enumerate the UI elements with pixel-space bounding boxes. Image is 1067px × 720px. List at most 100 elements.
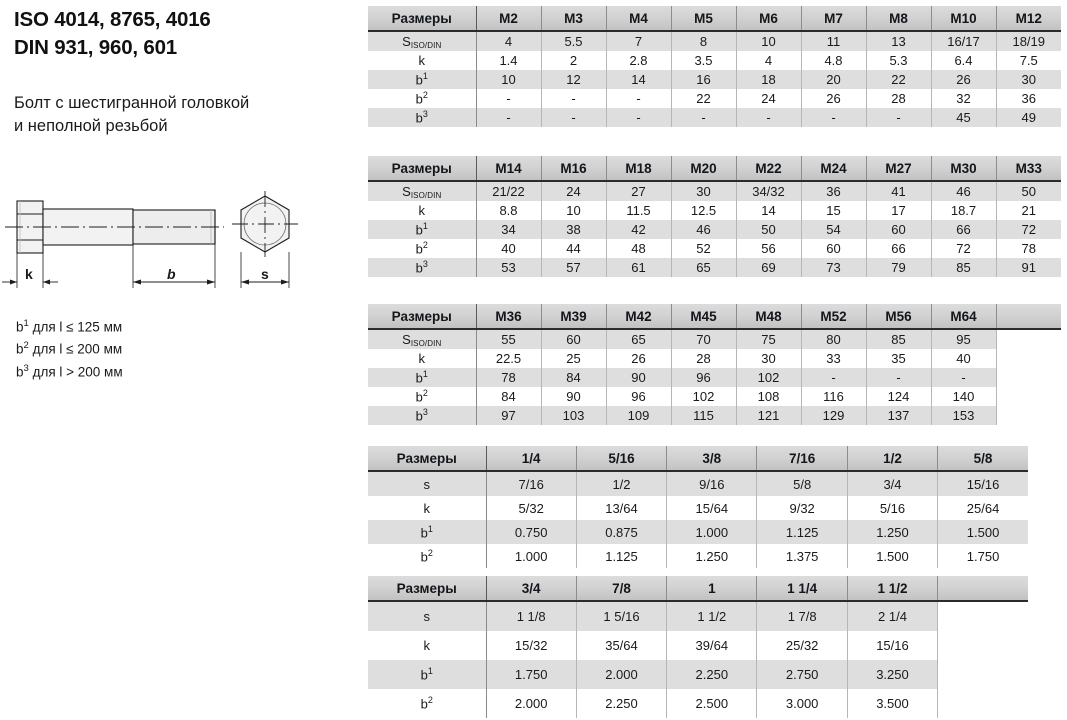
header-cell-size-M10: M10 xyxy=(931,6,997,32)
table-cell-value: 5.3 xyxy=(866,51,932,70)
table-cell-value: 5.5 xyxy=(541,31,607,51)
table-cell-value: 46 xyxy=(931,181,997,201)
table-cell-empty xyxy=(937,631,1028,660)
header-cell-size-1/4: 1/4 xyxy=(486,446,577,472)
header-cell-size-3/4: 3/4 xyxy=(486,576,577,602)
row-label-cell: b2 xyxy=(368,387,477,406)
table-cell-value: 30 xyxy=(996,70,1061,89)
table-cell-value: 15/32 xyxy=(486,631,577,660)
table-cell-value: 1 7/8 xyxy=(756,601,848,631)
table-row: SISO/DIN 21/22 24 27 30 34/32 36 41 46 50 xyxy=(368,181,1061,201)
dimension-label-b: b xyxy=(167,266,176,282)
table-cell-value: 2.250 xyxy=(666,660,758,689)
table-cell-value: 34/32 xyxy=(736,181,802,201)
table-cell-value: 2.500 xyxy=(666,689,758,718)
table-row: b3 53 57 61 65 69 73 79 85 91 xyxy=(368,258,1061,277)
header-cell-size-M8: M8 xyxy=(866,6,932,32)
table-cell-value: 42 xyxy=(606,220,672,239)
table-cell-value: 11.5 xyxy=(606,201,672,220)
table-cell-value: 22 xyxy=(671,89,737,108)
table-cell-value: 52 xyxy=(671,239,737,258)
table-cell-value: - xyxy=(866,368,932,387)
table-cell-value: 1.250 xyxy=(666,544,758,568)
table-cell-value: 4.8 xyxy=(801,51,867,70)
row-label-superscript: 1 xyxy=(427,523,433,534)
table-cell-value: 13/64 xyxy=(576,496,668,520)
table-cell-value: 129 xyxy=(801,406,867,425)
table-header-row: Размеры M2 M3 M4 M5 M6 M7 M8 M10 M12 xyxy=(368,6,1061,32)
row-label-symbol: b xyxy=(415,110,423,126)
table-row: k 22.5 25 26 28 30 33 35 40 xyxy=(368,349,1061,368)
table-cell-value: - xyxy=(866,108,932,127)
table-cell-value: 44 xyxy=(541,239,607,258)
row-label-cell: s xyxy=(368,471,487,496)
table-cell-value: 57 xyxy=(541,258,607,277)
table-cell-value: 3.250 xyxy=(847,660,939,689)
table-cell-value: 2 1/4 xyxy=(847,601,939,631)
table-cell-value: 14 xyxy=(606,70,672,89)
row-label-symbol: b xyxy=(415,370,423,386)
row-label-cell: b2 xyxy=(368,89,477,108)
table-cell-value: 8 xyxy=(671,31,737,51)
table-cell-value: 116 xyxy=(801,387,867,406)
description-line-2: и неполной резьбой xyxy=(14,117,168,136)
table-cell-value: 96 xyxy=(671,368,737,387)
table-cell-empty xyxy=(996,368,1061,387)
header-cell-size-1 1/4: 1 1/4 xyxy=(756,576,848,602)
row-label-subscript: ISO/DIN xyxy=(410,41,442,50)
table-cell-value: 1.4 xyxy=(476,51,542,70)
row-label-symbol: b xyxy=(415,408,423,424)
table-cell-value: 25 xyxy=(541,349,607,368)
row-label-symbol: b xyxy=(420,696,428,712)
row-label-symbol: S xyxy=(402,34,411,49)
table-cell-value: 1.000 xyxy=(486,544,577,568)
header-cell-size-M22: M22 xyxy=(736,156,802,182)
table-cell-empty xyxy=(937,689,1028,718)
table-cell-value: 40 xyxy=(931,349,997,368)
spec-table-metric-m14-m33: Размеры M14 M16 M18 M20 M22 M24 M27 M30 M33 SISO/D… xyxy=(368,156,1061,277)
table-row: s 7/16 1/2 9/16 5/8 3/4 15/16 xyxy=(368,471,1028,496)
table-cell-value: 2 xyxy=(541,51,607,70)
header-cell-size-7/16: 7/16 xyxy=(756,446,848,472)
header-cell-size-M16: M16 xyxy=(541,156,607,182)
table-cell-value: 60 xyxy=(541,329,607,349)
footnote-b2-sup: 2 xyxy=(23,340,29,352)
left-info-panel: Размеры ISO 4014, 8765, 4016 DIN 931, 96… xyxy=(0,0,360,720)
table-row: k 5/32 13/64 15/64 9/32 5/16 25/64 xyxy=(368,496,1028,520)
table-cell-value: 121 xyxy=(736,406,802,425)
table-cell-value: 35 xyxy=(866,349,932,368)
table-cell-value: 84 xyxy=(541,368,607,387)
table-cell-value: 137 xyxy=(866,406,932,425)
table-row: b1 34 38 42 46 50 54 60 66 72 xyxy=(368,220,1061,239)
table-cell-value: 2.000 xyxy=(486,689,577,718)
row-label-cell: k xyxy=(368,349,477,368)
row-label-symbol: b xyxy=(415,260,423,276)
table-cell-value: 30 xyxy=(736,349,802,368)
table-cell-value: 21/22 xyxy=(476,181,542,201)
row-label-symbol: k xyxy=(418,203,426,218)
header-cell-size-M6: M6 xyxy=(736,6,802,32)
spec-table-metric-m36-m64: Размеры M36 M39 M42 M45 M48 M52 M56 M64 SISO/DIN 5… xyxy=(368,304,1061,425)
footnote-b3: b3 для l > 200 мм xyxy=(16,361,123,383)
header-cell-size-M14: M14 xyxy=(476,156,542,182)
table-cell-value: 153 xyxy=(931,406,997,425)
table-cell-value: 72 xyxy=(931,239,997,258)
table-cell-value: 72 xyxy=(996,220,1061,239)
footnote-b2-text: для l ≤ 200 мм xyxy=(28,341,123,357)
table-cell-value: 1.500 xyxy=(847,544,939,568)
table-cell-value: 3.5 xyxy=(671,51,737,70)
table-cell-value: 18 xyxy=(736,70,802,89)
table-cell-value: 7 xyxy=(606,31,672,51)
table-cell-value: 140 xyxy=(931,387,997,406)
table-cell-value: - xyxy=(801,108,867,127)
table-cell-value: 66 xyxy=(931,220,997,239)
footnote-b1-sup: 1 xyxy=(23,318,29,329)
row-label-symbol: k xyxy=(418,351,426,366)
table-cell-value: 17 xyxy=(866,201,932,220)
table-cell-value: 8.8 xyxy=(476,201,542,220)
table-cell-value: - xyxy=(736,108,802,127)
row-label-cell: b3 xyxy=(368,406,477,425)
table-row: b3- - - - - - -45 49 xyxy=(368,108,1061,127)
table-cell-value: 39/64 xyxy=(666,631,758,660)
row-label-superscript: 2 xyxy=(422,388,428,399)
